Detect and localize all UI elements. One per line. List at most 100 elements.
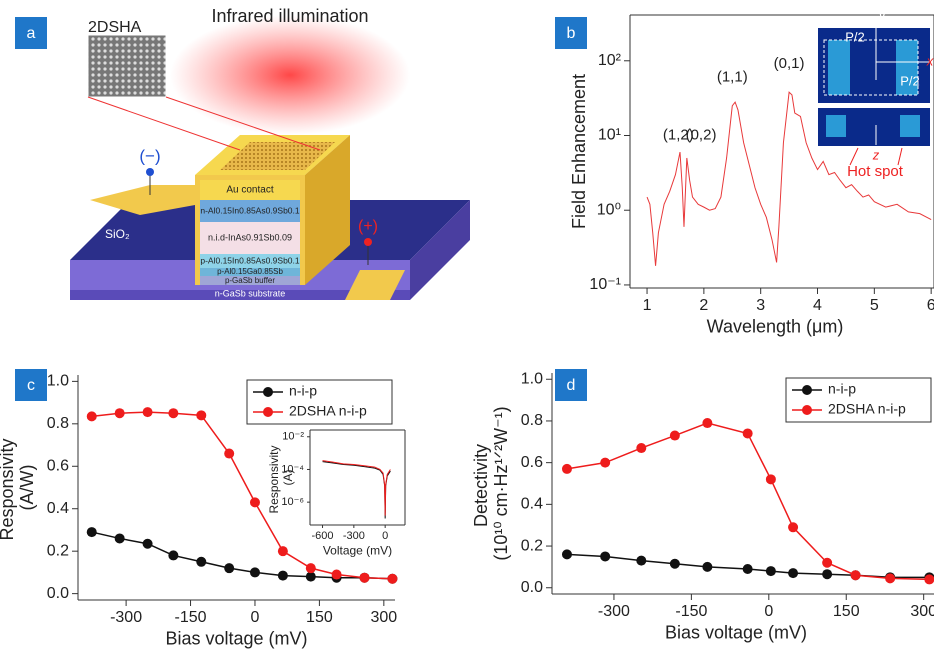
- data-point: [788, 568, 798, 578]
- x-tick-label: 3: [756, 297, 765, 314]
- x-tick-label: 5: [870, 297, 879, 314]
- data-point: [115, 408, 125, 418]
- sio2-label: SiO₂: [105, 227, 130, 241]
- y-axis-label: (A): [281, 470, 295, 486]
- x-tick-label: 0: [382, 530, 388, 542]
- sem-label: 2DSHA: [88, 19, 142, 36]
- y-tick-label: 10⁰: [597, 201, 621, 218]
- field-hot: [826, 115, 846, 137]
- data-point: [743, 428, 753, 438]
- x-tick-label: 1: [643, 297, 652, 314]
- y-axis-label: Detectivity: [471, 444, 491, 527]
- y-tick-label: 0.6: [47, 457, 69, 474]
- inset-label: P/2: [845, 29, 865, 44]
- data-point: [924, 574, 934, 584]
- legend-marker: [802, 405, 812, 415]
- data-point: [387, 574, 397, 584]
- plus-label: (+): [358, 218, 378, 235]
- legend-label: n-i-p: [828, 381, 856, 397]
- data-point: [885, 573, 895, 583]
- device-diagram: Infrared illumination 2DSHA (−) (+) SiO₂…: [70, 6, 470, 300]
- data-point: [636, 443, 646, 453]
- panel-label: d: [567, 377, 576, 394]
- legend-label: 2DSHA n-i-p: [828, 401, 906, 417]
- y-tick-label: 0.4: [521, 496, 543, 513]
- data-point: [600, 551, 610, 561]
- probe-plus-dot: [364, 238, 372, 246]
- field-map-inset: [818, 20, 930, 165]
- data-point: [196, 410, 206, 420]
- layer-label: p-GaSb buffer: [225, 276, 275, 285]
- data-point: [224, 449, 234, 459]
- inset-label: P/2: [900, 73, 920, 88]
- y-tick-label: 0.6: [521, 454, 543, 471]
- layer-label: n-GaSb substrate: [215, 288, 286, 298]
- inset-background: [310, 430, 405, 525]
- y-tick-label: 10⁻¹: [589, 276, 621, 293]
- contact-label: Au contact: [226, 185, 273, 196]
- y-tick-label: 1.0: [521, 370, 543, 387]
- y-tick-label: 10²: [598, 52, 622, 69]
- y-tick-label: 0.8: [47, 415, 69, 432]
- data-point: [670, 559, 680, 569]
- data-point: [822, 558, 832, 568]
- data-point: [360, 573, 370, 583]
- peak-label: (0,2): [686, 126, 717, 143]
- data-point: [822, 569, 832, 579]
- x-tick-label: 150: [833, 603, 860, 620]
- data-point: [702, 418, 712, 428]
- x-tick-label: -300: [343, 530, 365, 542]
- data-point: [702, 562, 712, 572]
- x-tick-label: 4: [813, 297, 822, 314]
- legend-marker: [263, 407, 273, 417]
- x-tick-label: -300: [598, 603, 630, 620]
- y-tick-label: 0.2: [47, 542, 69, 559]
- illumination-glow: [170, 15, 410, 135]
- data-point: [143, 539, 153, 549]
- y-tick-label: 10⁻²: [282, 431, 304, 443]
- data-point: [196, 557, 206, 567]
- y-tick-label: 0.4: [47, 500, 69, 517]
- y-axis-label: Responsivity: [0, 438, 17, 540]
- y-tick-label: 1.0: [47, 373, 69, 390]
- data-point: [851, 570, 861, 580]
- peak-label: (0,1): [774, 55, 805, 72]
- panel-label: b: [567, 25, 576, 42]
- x-tick-label: -150: [675, 603, 707, 620]
- x-tick-label: -150: [175, 609, 207, 626]
- legend-label: 2DSHA n-i-p: [289, 403, 367, 419]
- y-tick-label: 10¹: [598, 127, 621, 144]
- y-tick-label: 0.0: [521, 579, 543, 596]
- legend-label: n-i-p: [289, 383, 317, 399]
- x-tick-label: 0: [764, 603, 773, 620]
- x-tick-label: 300: [910, 603, 934, 620]
- x-axis-label: Bias voltage (mV): [665, 622, 807, 642]
- series-line: [567, 423, 929, 579]
- field-hot: [900, 115, 920, 137]
- data-point: [278, 546, 288, 556]
- data-point: [115, 533, 125, 543]
- x-axis-label: Wavelength (μm): [707, 316, 844, 336]
- data-point: [278, 571, 288, 581]
- data-point: [600, 458, 610, 468]
- x-tick-label: 2: [699, 297, 708, 314]
- y-axis-label: (A/W): [17, 465, 37, 511]
- data-point: [743, 564, 753, 574]
- minus-label: (−): [139, 146, 160, 165]
- y-tick-label: 0.0: [47, 585, 69, 602]
- legend-marker: [802, 385, 812, 395]
- data-point: [670, 431, 680, 441]
- y-axis-label: Field Enhancement: [569, 74, 589, 229]
- data-point: [224, 563, 234, 573]
- layer-label: n.i.d-InAs0.91Sb0.09: [208, 232, 292, 242]
- data-point: [788, 522, 798, 532]
- x-axis-label: Bias voltage (mV): [165, 628, 307, 648]
- field-hot: [828, 40, 850, 95]
- y-axis-label: (10¹⁰ cm·Hz¹ᐟ²W⁻¹): [491, 406, 511, 560]
- data-point: [766, 474, 776, 484]
- data-point: [562, 549, 572, 559]
- inset-label: x: [926, 53, 934, 68]
- peak-label: (1,1): [717, 68, 748, 85]
- x-tick-label: 150: [306, 609, 333, 626]
- layer-label: n-Al0.15In0.85As0.9Sb0.1: [200, 205, 300, 215]
